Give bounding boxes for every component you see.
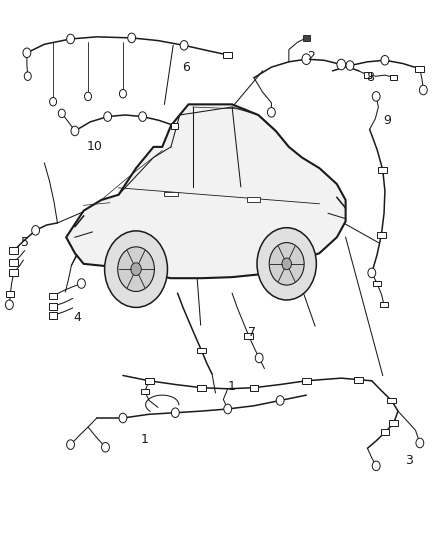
Circle shape	[24, 72, 31, 80]
Text: 1: 1	[141, 433, 149, 446]
Text: 8: 8	[366, 71, 374, 84]
Bar	[164, 192, 177, 196]
Circle shape	[128, 33, 136, 43]
Circle shape	[6, 300, 13, 310]
Circle shape	[224, 404, 232, 414]
Bar	[10, 269, 18, 276]
Bar	[223, 52, 232, 58]
Bar	[10, 259, 18, 266]
Bar	[49, 293, 57, 299]
Bar	[387, 398, 396, 403]
Text: 6: 6	[182, 61, 190, 74]
Circle shape	[368, 268, 376, 278]
Circle shape	[49, 98, 57, 106]
Circle shape	[58, 109, 65, 118]
Circle shape	[105, 231, 167, 308]
Circle shape	[78, 279, 85, 288]
Circle shape	[416, 438, 424, 448]
Bar	[381, 430, 389, 435]
Circle shape	[71, 126, 79, 136]
Circle shape	[337, 59, 346, 70]
Bar	[250, 385, 258, 391]
Circle shape	[302, 54, 311, 64]
Circle shape	[257, 228, 316, 300]
Bar	[354, 377, 363, 383]
Bar	[390, 75, 397, 80]
Circle shape	[372, 92, 380, 101]
Circle shape	[372, 461, 380, 471]
Bar	[364, 72, 371, 78]
Circle shape	[118, 247, 154, 292]
Bar	[49, 312, 57, 319]
Bar	[247, 197, 260, 201]
Circle shape	[23, 48, 31, 58]
Circle shape	[282, 258, 291, 270]
Circle shape	[268, 108, 276, 117]
Bar	[389, 421, 398, 426]
Circle shape	[120, 90, 127, 98]
Circle shape	[102, 442, 110, 452]
Circle shape	[104, 112, 112, 122]
Bar	[380, 302, 388, 308]
Circle shape	[180, 41, 188, 50]
Text: 3: 3	[405, 454, 413, 467]
Circle shape	[131, 263, 141, 276]
Circle shape	[67, 440, 74, 449]
Bar	[49, 303, 57, 310]
Circle shape	[171, 408, 179, 417]
Circle shape	[67, 34, 74, 44]
Bar	[377, 232, 386, 238]
Text: 5: 5	[21, 236, 29, 249]
Bar	[303, 35, 310, 41]
Bar	[141, 389, 149, 394]
Bar	[197, 348, 206, 353]
Circle shape	[269, 243, 304, 285]
Text: 7: 7	[248, 326, 256, 340]
Circle shape	[85, 92, 92, 101]
Circle shape	[381, 55, 389, 65]
Circle shape	[346, 61, 354, 70]
Bar	[302, 378, 311, 384]
Text: 4: 4	[73, 311, 81, 324]
Circle shape	[32, 225, 39, 235]
Bar	[145, 378, 153, 384]
Bar	[197, 385, 206, 391]
Text: 10: 10	[87, 140, 102, 154]
Circle shape	[420, 85, 427, 95]
Bar	[10, 247, 18, 254]
Text: 2: 2	[307, 50, 314, 63]
Bar	[170, 123, 178, 128]
Text: 9: 9	[383, 114, 391, 127]
Circle shape	[255, 353, 263, 363]
Bar	[244, 333, 253, 338]
Circle shape	[276, 395, 284, 405]
Polygon shape	[66, 104, 346, 278]
Circle shape	[139, 112, 147, 122]
Bar	[416, 66, 424, 71]
Circle shape	[119, 413, 127, 423]
Bar	[378, 167, 387, 173]
Bar	[7, 291, 14, 297]
Text: 1: 1	[228, 379, 236, 393]
Bar	[373, 281, 381, 286]
